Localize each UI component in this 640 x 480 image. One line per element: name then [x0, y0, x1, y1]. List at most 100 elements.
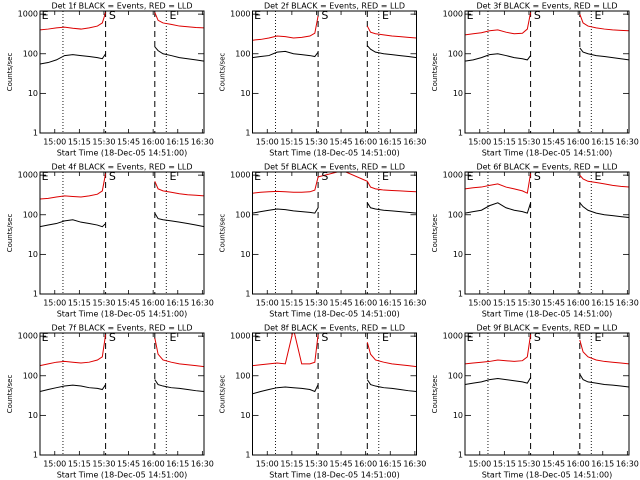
x-tick-label: 15:30 [92, 299, 115, 308]
y-tick-label: 1000 [443, 332, 463, 341]
x-tick-label: 16:15 [591, 138, 614, 147]
panel: Det 8f BLACK = Events, RED = LLD Start Ti… [219, 324, 427, 480]
x-tick-label: 16:15 [166, 460, 189, 469]
annotation: E [595, 9, 602, 22]
y-tick-label: 100 [448, 49, 463, 58]
y-tick-label: 10 [28, 89, 38, 98]
x-tick-label: 15:30 [305, 138, 328, 147]
x-tick-label: 15:45 [330, 138, 353, 147]
annotation: E [42, 331, 49, 344]
annotation: S [534, 170, 541, 183]
panel: Det 9f BLACK = Events, RED = LLD Start Ti… [431, 324, 639, 480]
annotation: S [321, 9, 328, 22]
y-tick-label: 10 [28, 411, 38, 420]
y-tick-label: 1000 [230, 10, 250, 19]
plot-frame [464, 10, 630, 134]
annotation: S [321, 331, 328, 344]
x-tick-label: 15:30 [92, 138, 115, 147]
x-axis-label: Start Time (18-Dec-05 14:51:00) [482, 471, 613, 480]
y-tick-label: 1000 [18, 10, 38, 19]
annotation: E [42, 9, 49, 22]
annotation: S [321, 170, 328, 183]
annotation: E [382, 331, 389, 344]
y-axis-label: Counts/sec [6, 375, 14, 414]
y-tick-label: 1 [33, 290, 38, 299]
x-tick-label: 15:30 [92, 460, 115, 469]
annotation: E [170, 9, 177, 22]
x-tick-label: 16:30 [191, 138, 214, 147]
x-tick-label: 16:00 [567, 460, 590, 469]
x-tick-label: 15:45 [117, 299, 140, 308]
x-tick-label: 15:00 [256, 299, 279, 308]
x-tick-label: 16:30 [191, 299, 214, 308]
y-tick-label: 100 [23, 49, 38, 58]
series-line [252, 15, 417, 41]
series-line [40, 173, 204, 200]
x-axis-label: Start Time (18-Dec-05 14:51:00) [269, 310, 400, 319]
series-line [40, 46, 204, 65]
x-tick-label: 15:15 [493, 138, 516, 147]
x-tick-label: 15:45 [542, 460, 565, 469]
y-tick-label: 1 [458, 129, 463, 138]
y-tick-label: 10 [240, 250, 250, 259]
panel-title: Det 7f BLACK = Events, RED = LLD [51, 324, 192, 333]
x-tick-label: 16:00 [142, 138, 165, 147]
y-axis-label: Counts/sec [431, 53, 439, 92]
x-tick-label: 15:45 [330, 460, 353, 469]
series-line [465, 173, 629, 194]
annotation: E [467, 170, 474, 183]
series-line [252, 333, 417, 368]
series-line [465, 334, 629, 365]
x-tick-label: 15:15 [68, 138, 91, 147]
x-tick-label: 16:15 [166, 138, 189, 147]
x-tick-label: 16:15 [591, 460, 614, 469]
y-axis-label: Counts/sec [219, 214, 227, 253]
y-axis-label: Counts/sec [6, 53, 14, 92]
x-tick-label: 15:15 [280, 299, 303, 308]
y-tick-label: 100 [235, 49, 250, 58]
x-tick-label: 15:45 [117, 460, 140, 469]
annotation: E [42, 170, 49, 183]
annotation: S [534, 9, 541, 22]
panel-title: Det 9f BLACK = Events, RED = LLD [476, 324, 617, 333]
x-tick-label: 15:00 [43, 299, 66, 308]
y-tick-label: 100 [23, 371, 38, 380]
x-tick-label: 15:45 [542, 299, 565, 308]
y-axis-label: Counts/sec [6, 214, 14, 253]
y-tick-label: 1000 [18, 171, 38, 180]
x-tick-label: 15:30 [517, 460, 540, 469]
y-tick-label: 10 [453, 250, 463, 259]
x-axis-label: Start Time (18-Dec-05 14:51:00) [269, 471, 400, 480]
panel: Det 2f BLACK = Events, RED = LLD Start Ti… [219, 2, 427, 158]
series-line [40, 12, 204, 31]
y-tick-label: 10 [240, 411, 250, 420]
y-tick-label: 1 [458, 451, 463, 460]
panel: Det 1f BLACK = Events, RED = LLD Start Ti… [6, 2, 214, 158]
y-tick-label: 1000 [443, 171, 463, 180]
y-tick-label: 10 [453, 89, 463, 98]
y-tick-label: 10 [453, 411, 463, 420]
x-tick-label: 16:30 [616, 460, 639, 469]
series-line [252, 202, 417, 214]
y-tick-label: 100 [448, 371, 463, 380]
panel-title: Det 3f BLACK = Events, RED = LLD [476, 2, 617, 11]
x-tick-label: 15:15 [68, 460, 91, 469]
panel: Det 6f BLACK = Events, RED = LLD Start Ti… [431, 163, 639, 319]
x-tick-label: 15:30 [305, 299, 328, 308]
panel-title: Det 2f BLACK = Events, RED = LLD [264, 2, 405, 11]
x-tick-label: 15:00 [43, 460, 66, 469]
annotation: E [170, 170, 177, 183]
series-line [465, 12, 629, 36]
x-tick-label: 16:15 [379, 299, 402, 308]
y-tick-label: 1 [458, 290, 463, 299]
x-tick-label: 16:15 [379, 460, 402, 469]
y-tick-label: 1000 [230, 332, 250, 341]
x-tick-label: 16:15 [591, 299, 614, 308]
annotation: S [109, 170, 116, 183]
series-line [465, 373, 629, 388]
series-line [252, 379, 417, 395]
plot-frame [464, 332, 630, 456]
x-tick-label: 15:30 [305, 460, 328, 469]
series-line [40, 334, 204, 368]
x-tick-label: 15:45 [330, 299, 353, 308]
